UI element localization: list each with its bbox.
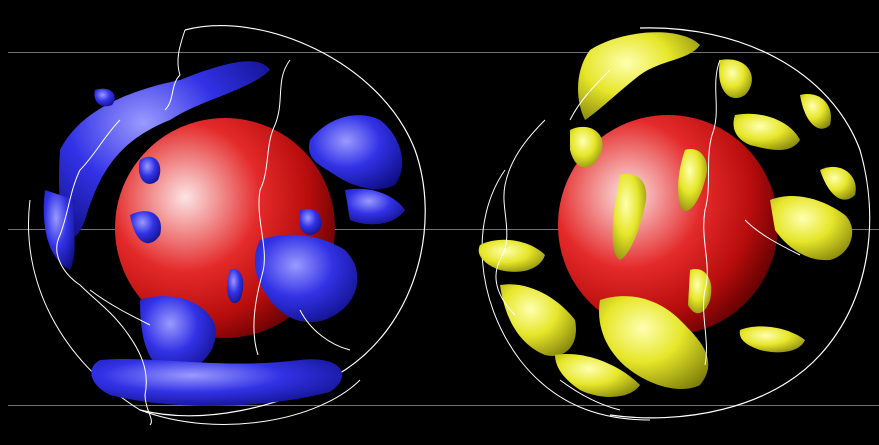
right-yellow-features-front <box>478 113 856 397</box>
left-globe <box>28 25 426 426</box>
horizontal-guide-line-middle <box>8 229 879 230</box>
left-continent-outlines <box>56 29 351 426</box>
left-blue-features-front <box>91 115 405 406</box>
left-mantle-outline <box>139 25 426 417</box>
horizontal-guide-line-top <box>8 52 879 53</box>
right-mantle-outline-left <box>481 169 651 421</box>
right-continent-outlines <box>495 59 801 411</box>
horizontal-guide-line-bottom <box>8 405 879 406</box>
right-yellow-features-back <box>578 32 831 129</box>
right-mantle-outline <box>609 27 871 419</box>
right-core-sphere <box>558 115 778 335</box>
left-mantle-outline-lower <box>28 199 361 425</box>
right-globe <box>478 27 871 421</box>
